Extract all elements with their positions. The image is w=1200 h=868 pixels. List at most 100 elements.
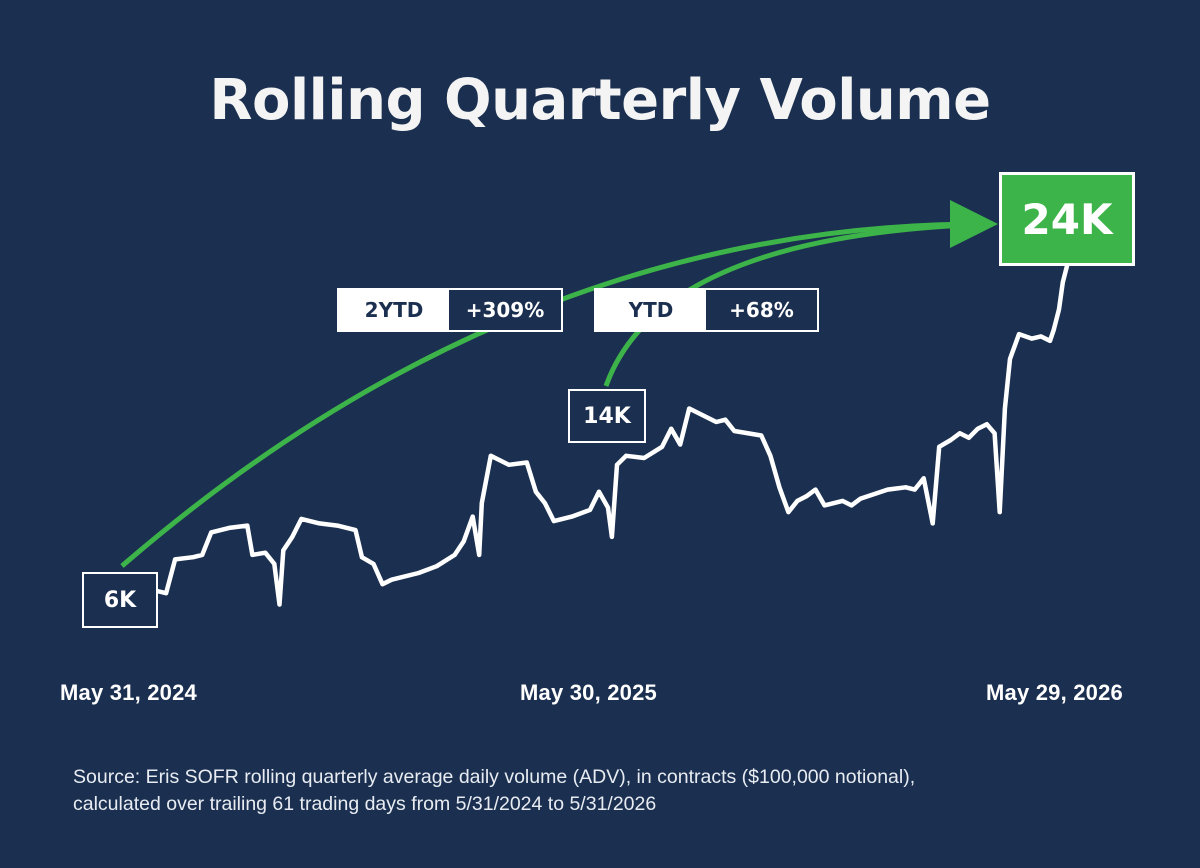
data-point [389, 577, 394, 582]
data-point [997, 510, 1002, 515]
data-point [615, 462, 619, 467]
data-point [277, 602, 282, 607]
data-point [903, 485, 908, 490]
arrow-head [950, 200, 998, 248]
data-point [813, 487, 818, 492]
x-tick-label-end: May 29, 2026 [986, 680, 1123, 705]
data-point [768, 453, 773, 458]
data-point [281, 548, 286, 553]
data-point [777, 485, 782, 490]
data-point [434, 564, 439, 569]
data-point [660, 444, 665, 449]
data-point [795, 498, 800, 503]
data-point [786, 510, 791, 515]
data-point [353, 528, 358, 533]
data-point [1048, 338, 1052, 343]
data-point [624, 453, 629, 458]
data-point [173, 557, 178, 562]
growth-badge-ytd-value: +68% [706, 290, 817, 330]
x-tick-label-mid: May 30, 2025 [520, 680, 657, 705]
data-point [416, 571, 421, 575]
growth-badge-2ytd-label: 2YTD [339, 290, 449, 330]
data-point [335, 523, 340, 528]
data-point [992, 431, 997, 436]
data-point [477, 552, 482, 557]
source-note: Source: Eris SOFR rolling quarterly aver… [73, 764, 1173, 818]
growth-badge-ytd: YTD +68% [594, 288, 819, 332]
chart-title: Rolling Quarterly Volume [209, 68, 991, 133]
data-point [209, 530, 214, 535]
data-point [732, 429, 737, 433]
data-point [1002, 406, 1007, 411]
callout-mid-value: 14K [568, 389, 646, 443]
data-point [569, 514, 574, 519]
data-point [921, 476, 926, 481]
callout-start-value: 6K [82, 572, 158, 628]
data-point [669, 426, 674, 431]
data-point [759, 433, 764, 438]
data-point [858, 496, 863, 501]
data-point [678, 442, 683, 447]
data-point [822, 503, 827, 508]
data-point [263, 550, 268, 555]
data-point [533, 489, 538, 494]
growth-badge-ytd-label: YTD [596, 290, 706, 330]
data-point [191, 555, 196, 560]
data-point [849, 503, 854, 508]
data-point [272, 561, 277, 566]
callout-end-value: 24K [999, 172, 1135, 266]
data-point [609, 534, 614, 539]
data-point [479, 501, 484, 506]
data-point [948, 438, 953, 442]
data-point [804, 494, 809, 499]
data-point [245, 523, 250, 528]
data-point [290, 534, 295, 539]
data-point [506, 462, 511, 467]
data-point [250, 552, 255, 557]
data-point [1017, 332, 1021, 337]
data-point [299, 516, 304, 521]
data-point [200, 552, 205, 557]
data-point [687, 406, 692, 411]
growth-arc-2ytd [120, 221, 991, 568]
data-point [461, 539, 466, 544]
data-point [317, 521, 322, 526]
data-point [975, 426, 980, 431]
source-note-line-2: calculated over trailing 61 trading days… [73, 793, 657, 815]
data-point [371, 561, 376, 566]
data-point [723, 417, 728, 422]
source-note-line-1: Source: Eris SOFR rolling quarterly aver… [73, 766, 916, 788]
data-point [1038, 334, 1043, 339]
data-point [542, 501, 547, 506]
data-point [957, 431, 962, 436]
data-point [1060, 280, 1065, 285]
data-point [1051, 327, 1056, 332]
data-point [984, 422, 989, 427]
data-point [488, 453, 493, 458]
data-point [937, 444, 942, 449]
data-point [714, 420, 719, 424]
data-point [840, 498, 845, 503]
growth-badge-2ytd: 2YTD +309% [337, 288, 563, 332]
data-point [1029, 336, 1034, 341]
volume-line-series [127, 259, 1071, 612]
data-point [164, 591, 169, 596]
x-tick-label-start: May 31, 2024 [60, 680, 197, 705]
data-point [1008, 356, 1012, 361]
data-point [606, 505, 610, 510]
data-point [597, 489, 601, 494]
growth-badge-2ytd-value: +309% [449, 290, 561, 330]
data-point [930, 521, 935, 526]
data-point [588, 507, 592, 512]
data-point [359, 555, 364, 560]
data-point [380, 582, 385, 587]
data-point [912, 487, 917, 492]
data-point [452, 552, 457, 557]
data-point [524, 460, 529, 465]
growth-arc-ytd [603, 221, 991, 387]
data-point [470, 514, 475, 519]
data-point [642, 456, 647, 460]
data-point [227, 525, 232, 530]
data-point [551, 519, 556, 524]
